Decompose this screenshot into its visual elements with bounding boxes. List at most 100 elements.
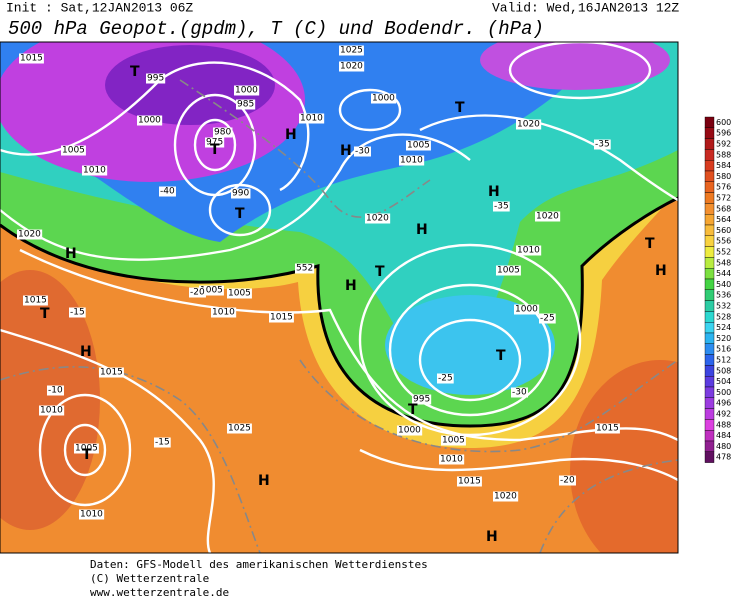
colorbar-cell [704,192,715,204]
colorbar: 6005965925885845805765725685645605565525… [704,116,731,463]
colorbar-label: 588 [716,150,731,159]
cold-pool [385,295,555,395]
label-box [79,509,105,520]
high-center: H [258,473,270,489]
colorbar-label: 492 [716,410,731,419]
colorbar-label: 508 [716,366,731,375]
temp-label: -35 [595,140,610,150]
temp-label: -30 [512,388,527,398]
label-box [496,265,521,276]
high-center: H [488,184,500,200]
isobar-label: 1020 [536,212,559,222]
label-box [493,491,519,502]
colorbar-cell [704,170,715,183]
low-center: T [375,264,385,280]
colorbar-label: 524 [716,323,731,332]
colorbar-label: 478 [716,453,731,462]
label-box [74,443,99,454]
colorbar-cell [704,332,715,345]
label-box [516,245,542,256]
colorbar-cell [704,322,715,334]
temp-label: -15 [155,438,170,448]
low-center: T [645,236,655,252]
warm-core [0,270,100,530]
footer-copyright: (C) Wetterzentrale [90,572,209,585]
colorbar-label: 528 [716,312,731,321]
colorbar-cell [704,419,715,431]
label-box [437,373,454,384]
isobar-label: 1015 [100,368,123,378]
isobar-label: 1005 [497,266,520,276]
label-box [412,394,432,405]
colorbar-cell [704,386,715,399]
isobar-label: 1015 [596,424,619,434]
colorbar-cell [704,311,715,323]
colorbar-cell [704,430,715,442]
label-box [69,307,86,318]
isobar-label: 1000 [515,305,538,315]
isobar-label: 1010 [300,114,323,124]
isobar-label: 985 [237,100,254,110]
label-box [511,387,528,398]
map-labels: 1015 995 1000 1005 1010 980 985 975 990 … [17,45,620,520]
high-center: H [80,344,92,360]
label-box [227,423,252,434]
isobar-label: 1000 [372,94,395,104]
isobar-label: 1005 [200,286,223,296]
isobar-label: 1005 [75,444,98,454]
label-box [594,139,611,150]
label-box [213,127,233,138]
colorbar-label: 484 [716,431,731,440]
high-center: H [345,278,357,294]
colorbar-cell [704,376,715,388]
label-box [82,165,108,176]
isobar-label: 1015 [20,54,43,64]
isobar-label: 1005 [62,146,85,156]
map-title: 500 hPa Geopot.(gpdm), T (C) und Bodendr… [8,18,544,40]
colorbar-label: 568 [716,204,731,213]
label-box [47,385,64,396]
colorbar-cell [704,408,715,420]
colorbar-label: 560 [716,226,731,235]
temp-label: -30 [355,147,370,157]
low-center: T [40,306,50,322]
high-center: H [416,222,428,238]
label-box [39,405,65,416]
colorbar-label: 480 [716,442,731,451]
label-box [236,99,256,110]
init-time: Init : Sat,12JAN2013 06Z [6,0,193,15]
label-box [17,229,43,240]
label-box [231,188,251,199]
colorbar-label: 496 [716,399,731,408]
isobar-label: 995 [147,74,164,84]
colorbar-cell [704,246,715,258]
label-box [137,115,163,126]
colorbar-label: 564 [716,215,731,224]
colorbar-label: 584 [716,161,731,170]
label-box [535,211,561,222]
label-box [559,475,576,486]
isobar-label: 1015 [458,477,481,487]
low-center: T [130,64,140,80]
colorbar-cell [704,213,715,226]
low-center: T [455,100,465,116]
colorbar-label: 596 [716,129,731,138]
isobars [0,42,678,553]
label-box [339,45,364,56]
isobar-label: 1000 [235,86,258,96]
colorbar-cell [704,300,715,312]
label-box [493,201,510,212]
contour-label: 552 [296,264,313,274]
label-box [99,367,124,378]
colorbar-cell [704,127,715,139]
label-box [146,73,166,84]
label-box [227,288,252,299]
map-area: 1015 995 1000 1005 1010 980 985 975 990 … [0,41,679,554]
label-box [189,287,206,298]
label-box [269,312,294,323]
colorbar-cell [704,149,715,161]
label-box [516,119,542,130]
low-center: T [235,206,245,222]
temp-label: -25 [438,374,453,384]
